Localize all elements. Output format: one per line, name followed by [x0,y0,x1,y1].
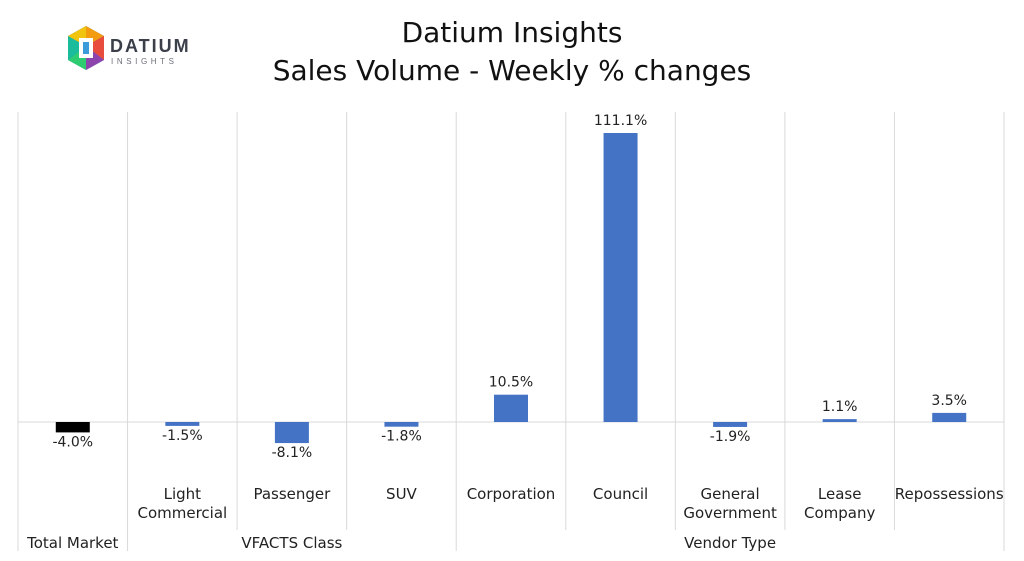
category-label-1: Light [164,485,202,503]
logo-name: DATIUM [110,36,191,56]
category-label-3: SUV [386,485,418,503]
category-label-7-1: Company [804,504,875,522]
data-label-4: 10.5% [489,375,533,391]
logo-subtitle: INSIGHTS [111,57,178,66]
bar-0 [55,422,90,433]
chart-title-line2: Sales Volume - Weekly % changes [272,54,752,87]
chart-title-line1: Datium Insights [401,16,623,49]
data-label-1: -1.5% [162,428,203,444]
category-label-6-1: Government [683,504,777,522]
bar-1 [165,422,200,426]
bar-7 [822,419,857,422]
category-label-8: Repossessions [895,485,1004,503]
group-label-1: VFACTS Class [241,534,342,552]
data-label-2: -8.1% [272,445,313,461]
data-label-7: 1.1% [822,399,858,415]
category-label-4: Corporation [467,485,556,503]
bar-5 [603,133,638,422]
category-label-5: Council [593,485,648,503]
data-label-8: 3.5% [931,393,967,409]
bar-4 [494,394,528,422]
bar-8 [932,412,967,422]
data-label-3: -1.8% [381,429,422,445]
datium-logo: DATIUM INSIGHTS [64,24,204,80]
category-label-1-1: Commercial [137,504,227,522]
category-label-6: General [701,485,760,503]
bar-6 [713,422,748,427]
datium-logo-mark [68,26,104,70]
category-label-2: Passenger [253,485,331,503]
group-label-0: Total Market [26,534,118,552]
bar-2 [274,422,309,444]
bar-3 [384,422,419,427]
group-label-2: Vendor Type [684,534,776,552]
data-label-6: -1.9% [710,429,751,445]
data-label-0: -4.0% [52,434,93,450]
category-label-7: Lease [818,485,862,503]
data-label-5: 111.1% [594,113,647,129]
